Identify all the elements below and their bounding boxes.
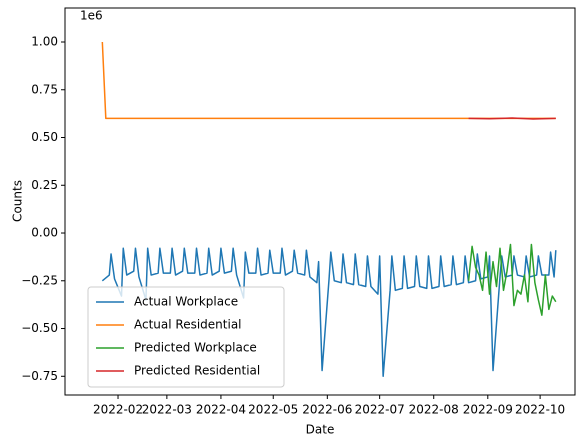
y-offset-label: 1e6 bbox=[80, 9, 103, 23]
y-axis-label: Counts bbox=[11, 180, 25, 222]
axes-frame bbox=[64, 7, 576, 396]
y-tick-label: 1.00 bbox=[31, 35, 58, 49]
x-tick-label: 2022-06 bbox=[302, 403, 352, 417]
x-tick-label: 2022-03 bbox=[142, 403, 192, 417]
y-tick-label: 0.25 bbox=[31, 178, 58, 192]
y-tick-label: 0.50 bbox=[31, 130, 58, 144]
y-tick-label: −0.75 bbox=[21, 369, 58, 383]
x-tick-label: 2022-10 bbox=[515, 403, 565, 417]
series-line bbox=[101, 41, 556, 120]
x-tick-label: 2022-02 bbox=[93, 403, 143, 417]
x-axis-label: Date bbox=[306, 423, 335, 437]
y-tick-label: −0.25 bbox=[21, 273, 58, 287]
legend-box bbox=[87, 286, 285, 388]
legend-label: Actual Workplace bbox=[134, 295, 238, 309]
series-line bbox=[467, 243, 557, 316]
legend-label: Predicted Workplace bbox=[134, 341, 257, 355]
y-tick-label: 0.00 bbox=[31, 226, 58, 240]
x-tick-label: 2022-09 bbox=[463, 403, 513, 417]
x-tick-label: 2022-04 bbox=[196, 403, 246, 417]
legend-label: Predicted Residential bbox=[134, 364, 260, 378]
y-tick-label: −0.50 bbox=[21, 321, 58, 335]
x-tick-label: 2022-07 bbox=[355, 403, 405, 417]
y-tick-label: 0.75 bbox=[31, 82, 58, 96]
x-tick-label: 2022-05 bbox=[248, 403, 298, 417]
legend-label: Actual Residential bbox=[134, 318, 242, 332]
x-tick-label: 2022-08 bbox=[409, 403, 459, 417]
series-line bbox=[468, 117, 556, 120]
